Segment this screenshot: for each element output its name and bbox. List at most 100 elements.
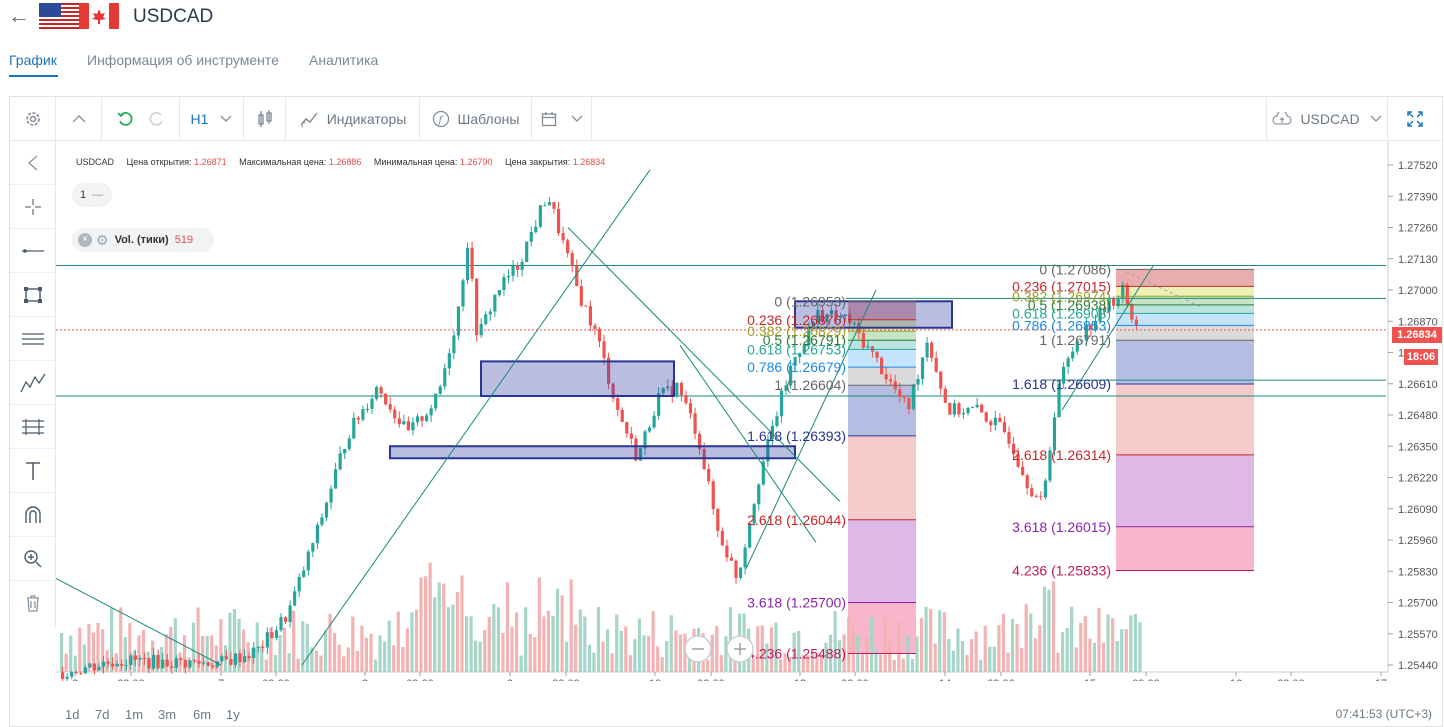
volume-bar	[351, 616, 355, 672]
candle-body	[1134, 319, 1138, 326]
undo-icon[interactable]	[116, 109, 136, 129]
volume-bar	[310, 647, 314, 672]
settings-button[interactable]	[10, 97, 56, 140]
symbol-title: USDCAD	[133, 6, 214, 27]
crosshair-tool[interactable]	[10, 185, 55, 229]
time-tick-label: 15	[1084, 678, 1096, 681]
tab-analytics[interactable]: Аналитика	[309, 52, 379, 68]
volume-bar	[455, 591, 460, 672]
close-icon[interactable]: ×	[78, 233, 92, 247]
magnet-tool[interactable]	[10, 493, 55, 537]
volume-bar	[897, 620, 901, 672]
candle-body	[297, 576, 301, 592]
minus-icon[interactable]: —	[92, 189, 104, 201]
candle-body	[939, 371, 943, 389]
volume-bar	[1074, 647, 1078, 672]
tab-instrument-info[interactable]: Информация об инструменте	[87, 52, 279, 68]
candle-body	[952, 403, 956, 415]
volume-bar	[915, 636, 919, 672]
volume-bar	[515, 612, 519, 672]
volume-bar	[960, 641, 965, 672]
chart-type-button[interactable]	[244, 97, 286, 140]
volume-bar	[833, 611, 837, 672]
volume-bar	[141, 629, 146, 672]
magnet-icon	[24, 505, 41, 523]
range-3m[interactable]: 3m	[158, 707, 177, 722]
line-tool[interactable]	[10, 229, 55, 273]
volume-bar	[378, 635, 382, 672]
legend-low: 1.26790	[459, 157, 493, 167]
text-tool[interactable]	[10, 449, 55, 493]
volume-bar	[901, 658, 905, 672]
candle-body	[133, 655, 137, 660]
fib-set-2-level-label: 3.618 (1.26015)	[1012, 519, 1111, 535]
candle-body	[152, 654, 156, 669]
delete-drawings-button[interactable]	[10, 581, 55, 625]
calendar-button[interactable]	[532, 97, 592, 140]
range-1d[interactable]: 1d	[65, 707, 80, 722]
volume-bar	[592, 652, 596, 672]
templates-button[interactable]: f Шаблоны	[420, 97, 532, 140]
collapse-toolbar-button[interactable]	[56, 97, 102, 140]
fib-set-1-zone	[848, 301, 916, 320]
collapse-left-button[interactable]	[10, 141, 55, 185]
candle-body	[729, 557, 734, 561]
range-7d[interactable]: 7d	[95, 707, 110, 722]
tab-chart[interactable]: График	[9, 52, 57, 68]
candle-body	[898, 389, 902, 397]
legend-symbol: USDCAD	[76, 157, 115, 167]
candle-body	[306, 551, 310, 571]
time-tick-label: 7	[218, 678, 224, 681]
volume-bar	[606, 629, 610, 672]
redo-icon[interactable]	[146, 109, 166, 129]
volume-bar	[710, 634, 714, 672]
chart-area[interactable]: 1.27520 1.27390 1.27260 1.27130 1.27000 1.268…	[55, 141, 1442, 690]
candle-body	[183, 660, 188, 668]
candle-body	[202, 662, 206, 664]
time-tick-label: 09:00	[262, 678, 290, 681]
candle-body	[866, 346, 870, 348]
candle-body	[506, 275, 511, 278]
candle-body	[488, 311, 492, 315]
gear-icon[interactable]: ⚙	[96, 231, 109, 248]
candle-body	[875, 351, 879, 358]
volume-bar	[551, 615, 555, 672]
rectangle-tool[interactable]	[10, 273, 55, 317]
candle-body	[243, 656, 247, 663]
volume-bar	[646, 635, 651, 672]
volume-bar	[528, 633, 532, 672]
volume-bar	[847, 617, 851, 672]
fib-tool[interactable]	[10, 405, 55, 449]
pattern-tool[interactable]	[10, 361, 55, 405]
zoom-in-tool[interactable]	[10, 537, 55, 581]
volume-bar	[1070, 606, 1074, 672]
symbol-select[interactable]: USDCAD	[1266, 97, 1388, 140]
candle-body	[698, 433, 702, 450]
timeframe-select[interactable]: H1	[180, 97, 244, 140]
candle-body	[283, 617, 288, 622]
legend-open: 1.26871	[194, 157, 227, 167]
volume-bar	[997, 625, 1001, 672]
price-chart-svg[interactable]: 1.27520 1.27390 1.27260 1.27130 1.27000 1.268…	[55, 141, 1442, 690]
time-tick-label: 09:00	[552, 678, 580, 681]
range-1y[interactable]: 1y	[226, 707, 240, 722]
indicators-button[interactable]: Индикаторы	[286, 97, 420, 140]
candle-body	[707, 469, 711, 482]
fib-set-1-level-label: 0.382 (1.26829)	[747, 323, 846, 339]
arrow-left-icon[interactable]: ←	[8, 3, 30, 28]
volume-bar	[387, 620, 391, 672]
volume-bar	[60, 633, 64, 672]
volume-bar	[806, 655, 810, 672]
volume-bar	[938, 610, 942, 672]
candle-body	[61, 672, 65, 679]
candle-body	[620, 409, 624, 422]
volume-indicator-pill[interactable]: × ⚙ Vol. (тики) 519	[72, 228, 214, 252]
fullscreen-button[interactable]	[1388, 97, 1442, 140]
candle-body	[839, 316, 843, 318]
range-1m[interactable]: 1m	[125, 707, 144, 722]
range-6m[interactable]: 6m	[193, 707, 212, 722]
channel-tool[interactable]	[10, 317, 55, 361]
pane-counter[interactable]: 1 —	[72, 183, 112, 207]
volume-bar	[924, 606, 928, 672]
volume-bar	[337, 644, 341, 672]
